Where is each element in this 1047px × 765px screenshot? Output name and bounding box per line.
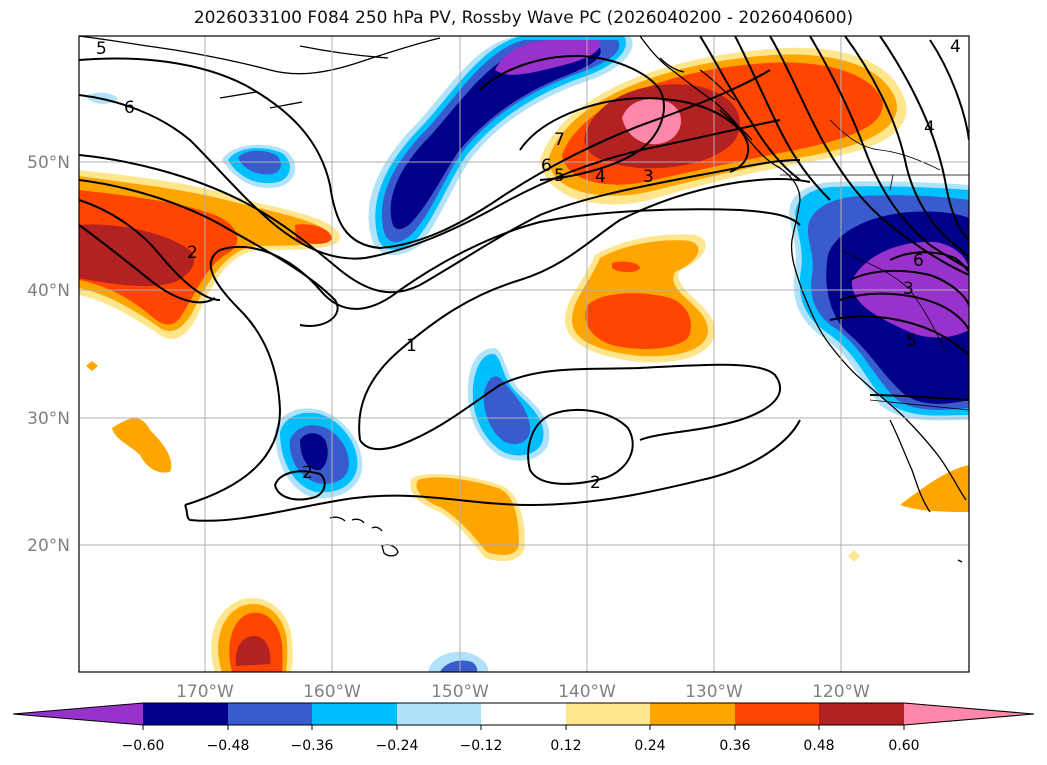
lon-label: 130°W: [685, 682, 743, 702]
contour-2: [358, 178, 811, 441]
contour-label: 5: [906, 331, 917, 351]
pv-shading: [79, 36, 969, 672]
colorbar-tick-label: −0.60: [122, 738, 165, 754]
gridlines: [79, 36, 969, 672]
colorbar-tick-label: −0.36: [291, 738, 334, 754]
colorbar-segment: [566, 703, 650, 725]
colorbar-tick-label: 0.12: [550, 738, 581, 754]
contour-label: 3: [643, 167, 654, 187]
colorbar-segment: [481, 703, 566, 725]
colorbar-tick-label: 0.24: [634, 738, 665, 754]
contour-1: [184, 208, 801, 506]
colorbar-tick-label: 0.36: [719, 738, 750, 754]
contour-label: 2: [187, 243, 198, 263]
contour-label: 6: [541, 156, 552, 176]
lon-label: 120°W: [812, 682, 870, 702]
colorbar-tick-marks: [142, 725, 905, 730]
contour-label: 2: [590, 473, 601, 493]
coastline-alaska: [79, 36, 441, 75]
contour-labels: 6 5 7 6 5 4 3 2 1 2 2 4 6 3 4 5: [96, 37, 961, 493]
colorbar-segment: [397, 703, 481, 725]
contour-label: 4: [924, 118, 935, 138]
map-title: 2026033100 F084 250 hPa PV, Rossby Wave …: [193, 8, 854, 28]
contour-label: 1: [406, 336, 417, 356]
lat-label: 20°N: [27, 536, 70, 556]
contour-label: 6: [124, 98, 135, 118]
colorbar: −0.60 −0.48 −0.36 −0.24 −0.12 0.12 0.24 …: [12, 702, 1035, 754]
contour-label: 5: [96, 39, 107, 59]
lon-label: 160°W: [303, 682, 361, 702]
colorbar-segment: [735, 703, 819, 725]
latitude-labels: 50°N 40°N 30°N 20°N: [27, 153, 70, 556]
colorbar-segment: [228, 703, 312, 725]
lon-label: 140°W: [558, 682, 616, 702]
colorbar-segment: [312, 703, 397, 725]
contour-label: 4: [595, 167, 606, 187]
colorbar-segment: [819, 703, 904, 725]
colorbar-segment: [650, 703, 735, 725]
colorbar-segment: [13, 703, 143, 725]
colorbar-tick-label: 0.48: [803, 738, 834, 754]
lat-label: 50°N: [27, 153, 70, 173]
colorbar-segment: [143, 703, 228, 725]
colorbar-tick-label: 0.60: [888, 738, 919, 754]
map-frame: [78, 35, 970, 673]
contour-label: 4: [950, 37, 961, 57]
pv-contours: [79, 36, 969, 522]
longitude-labels: 170°W 160°W 150°W 140°W 130°W 120°W: [176, 682, 870, 702]
colorbar-tick-label: −0.12: [460, 738, 503, 754]
contour-label: 2: [302, 463, 313, 483]
coastlines: [79, 36, 967, 563]
colorbar-tick-label: −0.24: [376, 738, 419, 754]
lon-label: 150°W: [431, 682, 489, 702]
lat-label: 40°N: [27, 281, 70, 301]
coastline-north-america: [639, 36, 967, 501]
contour-label: 5: [554, 166, 565, 186]
lon-label: 170°W: [176, 682, 234, 702]
colorbar-segment: [904, 703, 1034, 725]
lat-label: 30°N: [27, 409, 70, 429]
contour-label: 3: [903, 279, 914, 299]
contour-label: 7: [554, 130, 565, 150]
contour-label: 6: [913, 251, 924, 271]
colorbar-tick-label: −0.48: [207, 738, 250, 754]
